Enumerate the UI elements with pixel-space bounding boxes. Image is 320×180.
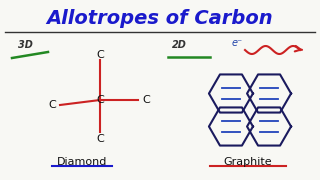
Text: Allotropes of Carbon: Allotropes of Carbon	[47, 8, 273, 28]
Text: C: C	[48, 100, 56, 110]
Text: Graphite: Graphite	[224, 157, 272, 167]
Text: C: C	[96, 95, 104, 105]
Text: Diamond: Diamond	[57, 157, 107, 167]
Text: C: C	[96, 50, 104, 60]
Text: C: C	[96, 134, 104, 144]
Text: e⁻: e⁻	[232, 38, 243, 48]
Text: 3D: 3D	[18, 40, 33, 50]
Text: 2D: 2D	[172, 40, 187, 50]
Text: C: C	[142, 95, 150, 105]
